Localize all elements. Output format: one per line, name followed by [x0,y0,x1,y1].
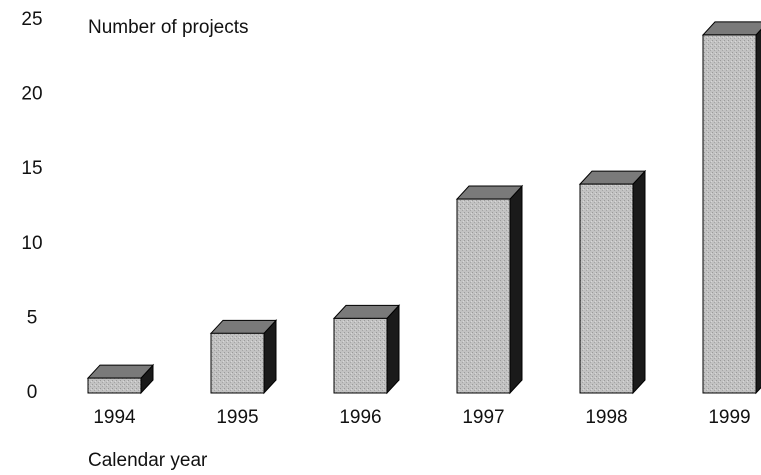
bar [701,21,761,395]
bar-top [86,364,155,379]
y-tick-label: 10 [21,233,42,254]
bar-front [210,332,265,394]
y-tick-label: 15 [21,158,42,179]
y-tick-label: 25 [21,9,42,30]
bar [455,184,524,395]
x-tick-label: 1994 [93,407,136,428]
bar-side [386,304,400,395]
bar-top [209,319,278,334]
y-tick-label: 0 [27,382,38,403]
bar-front [456,198,511,394]
bar-front [702,34,757,394]
bar-top [578,170,647,185]
bar [332,304,401,395]
y-tick-label: 5 [27,307,38,328]
bar-front [579,183,634,394]
bar-front [333,317,388,394]
bar [86,363,155,395]
x-tick-label: 1997 [462,407,504,428]
bar [578,169,647,395]
bar-top [455,185,524,200]
bar-top [332,304,401,319]
bar-side [755,28,761,395]
x-tick-label: 1999 [708,407,750,428]
y-tick-label: 20 [21,84,42,105]
bar-front [87,377,142,394]
y-axis-label: Number of projects [88,17,249,38]
bar-side [509,184,523,395]
x-tick-label: 1998 [585,407,627,428]
bar-side [632,169,646,395]
bar [209,319,278,395]
x-axis-label: Calendar year [88,450,208,471]
bar-top [701,21,761,36]
x-tick-label: 1995 [216,407,258,428]
x-tick-label: 1996 [339,407,381,428]
